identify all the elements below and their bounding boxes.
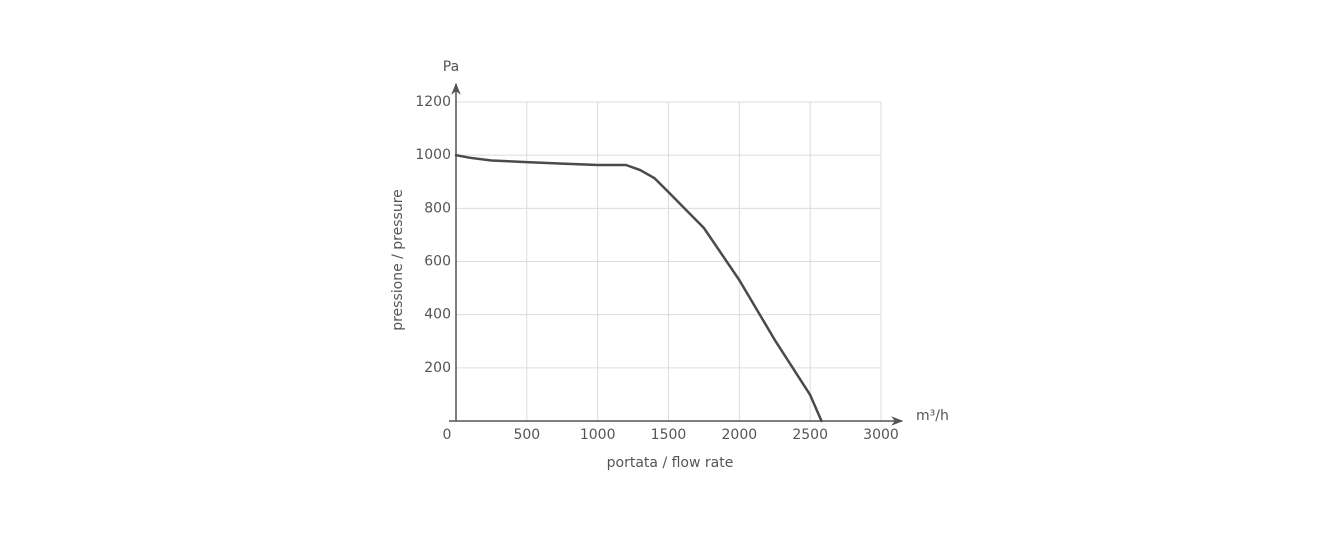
y-tick-label: 800 bbox=[424, 200, 451, 216]
y-tick-label: 1000 bbox=[415, 147, 451, 163]
x-tick-label: 3000 bbox=[863, 427, 899, 443]
y-tick-label: 600 bbox=[424, 254, 451, 270]
x-unit: m³/h bbox=[916, 408, 949, 424]
x-axis-label: portata / flow rate bbox=[607, 455, 734, 471]
y-tick-label: 1200 bbox=[415, 94, 451, 110]
x-tick-label: 1000 bbox=[580, 427, 616, 443]
x-tick-label: 500 bbox=[513, 427, 540, 443]
y-unit: Pa bbox=[443, 59, 459, 75]
y-axis-label: pressione / pressure bbox=[390, 189, 406, 331]
y-tick-label: 400 bbox=[424, 307, 451, 323]
curve bbox=[454, 153, 823, 423]
x-tick-label: 0 bbox=[443, 427, 452, 443]
y-tick-label: 200 bbox=[424, 360, 451, 376]
x-tick-label: 2000 bbox=[722, 427, 758, 443]
x-tick-label: 1500 bbox=[651, 427, 687, 443]
x-tick-label: 2500 bbox=[792, 427, 828, 443]
